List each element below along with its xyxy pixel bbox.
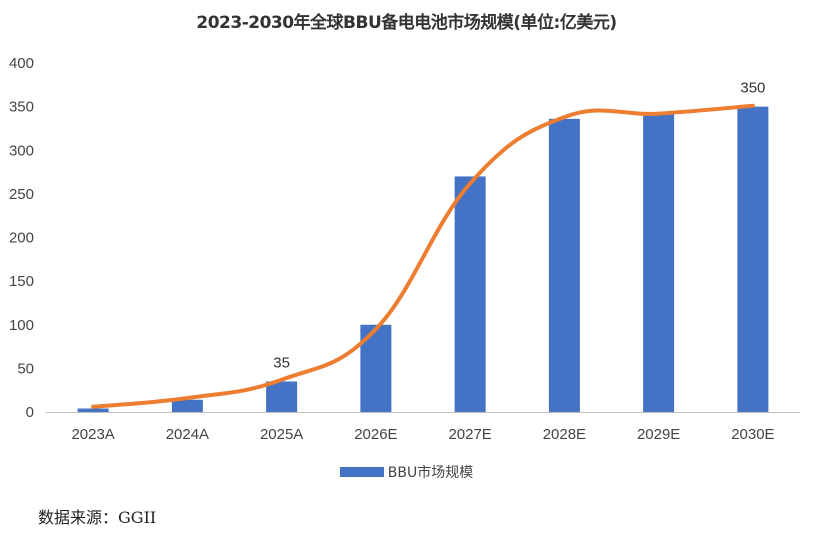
y-tick-label: 150 bbox=[9, 273, 34, 290]
y-tick-label: 0 bbox=[26, 404, 34, 421]
data-label: 35 bbox=[273, 354, 290, 371]
y-tick-label: 50 bbox=[17, 360, 34, 377]
bar bbox=[171, 399, 203, 412]
legend-label: BBU市场规模 bbox=[387, 465, 474, 481]
data-label: 350 bbox=[740, 80, 765, 97]
bar bbox=[643, 114, 675, 412]
y-tick-label: 400 bbox=[9, 55, 34, 72]
y-tick-label: 300 bbox=[9, 142, 34, 159]
legend: BBU市场规模 bbox=[0, 462, 813, 482]
x-tick-label: 2028E bbox=[543, 426, 586, 443]
y-tick-label: 350 bbox=[9, 99, 34, 116]
bar-series bbox=[77, 106, 769, 412]
x-tick-label: 2030E bbox=[731, 426, 774, 443]
x-tick-label: 2024A bbox=[166, 426, 209, 443]
trend-line bbox=[91, 103, 755, 409]
x-tick-label: 2025A bbox=[260, 426, 303, 443]
bar bbox=[266, 381, 298, 412]
x-tick-label: 2027E bbox=[448, 426, 491, 443]
y-axis: 0 50 100 150 200 250 300 350 400 bbox=[9, 55, 34, 421]
legend-swatch bbox=[339, 467, 384, 477]
bar bbox=[77, 408, 109, 412]
bar bbox=[737, 106, 769, 412]
y-tick-label: 250 bbox=[9, 186, 34, 203]
x-tick-label: 2023A bbox=[71, 426, 114, 443]
y-tick-label: 200 bbox=[9, 230, 34, 247]
source-note: 数据来源：GGII bbox=[38, 508, 157, 527]
x-axis: 2023A 2024A 2025A 2026E 2027E 2028E 2029E 2030E bbox=[71, 426, 774, 443]
x-tick-label: 2029E bbox=[637, 426, 680, 443]
bar bbox=[548, 118, 580, 412]
chart-title: 2023-2030年全球BBU备电电池市场规模(单位:亿美元) bbox=[196, 13, 617, 33]
bar bbox=[454, 176, 486, 412]
data-labels: 35 350 bbox=[273, 80, 765, 372]
y-tick-label: 100 bbox=[9, 317, 34, 334]
x-tick-label: 2026E bbox=[354, 426, 397, 443]
